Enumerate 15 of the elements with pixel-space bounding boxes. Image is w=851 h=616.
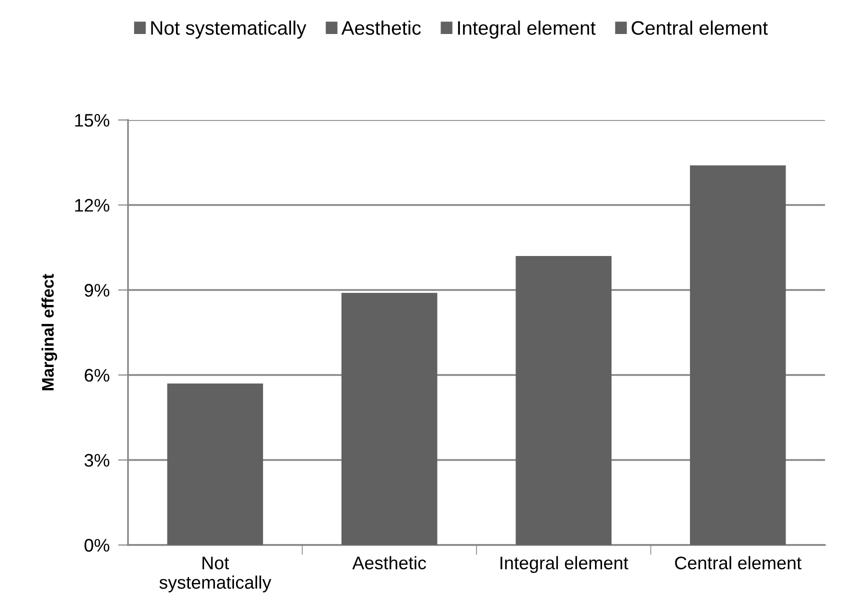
legend-label: Central element — [632, 20, 768, 35]
x-tick-label: Central element — [675, 556, 802, 570]
legend-label: Aesthetic — [341, 20, 421, 35]
y-tick-label: 3% — [84, 454, 110, 467]
x-tick-label: Not systematically — [159, 556, 272, 592]
y-axis-title: Marginal effect — [42, 274, 58, 390]
legend-label: Not systematically — [151, 20, 306, 39]
y-tick-label: 0% — [84, 538, 110, 552]
y-tick-label: 6% — [84, 368, 110, 382]
y-tick-label: 12% — [75, 198, 110, 212]
y-tick-label: 15% — [75, 114, 110, 127]
legend-label: Integral element — [458, 20, 596, 39]
y-tick-label: 9% — [84, 284, 110, 297]
x-tick-label: Aesthetic — [352, 556, 426, 570]
x-tick-label: Integral element — [500, 556, 628, 573]
